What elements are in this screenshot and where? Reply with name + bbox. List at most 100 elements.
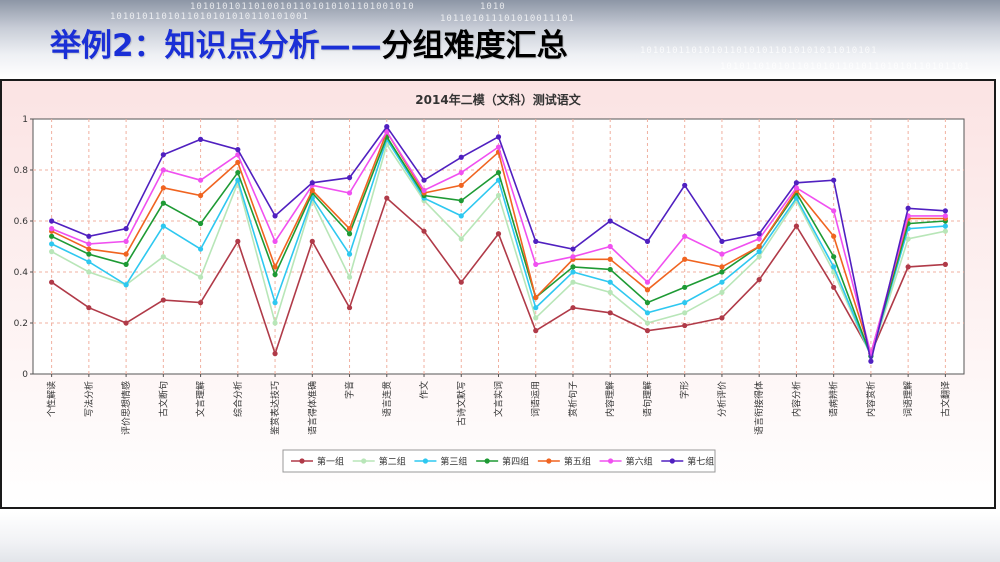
data-point: [160, 200, 166, 206]
legend-label: 第五组: [564, 456, 591, 468]
legend-item: 第四组: [476, 456, 529, 468]
data-point: [570, 279, 576, 285]
data-point: [607, 289, 613, 295]
data-point: [160, 152, 166, 158]
legend-item: 第五组: [537, 456, 591, 468]
x-tick-label: 内容赏析: [865, 381, 877, 417]
data-point: [197, 300, 204, 306]
data-point: [272, 320, 278, 326]
data-point: [756, 243, 762, 250]
data-point: [123, 282, 129, 288]
data-point: [905, 205, 911, 211]
binary-decoration: 1010101101010110101011010101011010101: [640, 46, 878, 56]
data-point: [682, 322, 688, 329]
x-tick-label: 文言实词: [493, 381, 505, 417]
data-point: [49, 241, 55, 247]
data-point: [235, 169, 241, 176]
data-point: [533, 261, 539, 267]
data-point: [346, 190, 353, 196]
data-point: [86, 269, 92, 275]
data-point: [235, 159, 241, 165]
data-point: [160, 297, 166, 303]
data-point: [682, 310, 688, 316]
y-tick-label: 0.4: [14, 268, 29, 278]
data-point: [607, 310, 613, 316]
data-point: [272, 213, 278, 219]
legend-label: 第三组: [440, 456, 467, 468]
header-band: 10101010110100101101010101101001010 1010…: [0, 0, 1000, 78]
data-point: [868, 358, 874, 364]
x-tick-label: 内容理解: [604, 381, 616, 417]
data-point: [235, 238, 241, 244]
data-point: [346, 175, 353, 181]
data-point: [533, 315, 539, 321]
y-tick-label: 0.6: [14, 217, 29, 227]
data-point: [49, 218, 55, 224]
data-point: [607, 243, 613, 250]
x-tick-label: 写法分析: [83, 381, 95, 417]
data-point: [86, 305, 92, 311]
data-point: [719, 279, 725, 285]
data-point: [197, 220, 204, 227]
data-point: [86, 246, 92, 252]
data-point: [160, 223, 166, 229]
data-point: [831, 208, 837, 214]
legend: 第一组 第二组 第三组 第四组 第五组 第六组 第七组: [282, 449, 716, 473]
legend-swatch-dot: [669, 458, 675, 464]
data-point: [719, 264, 725, 270]
data-point: [719, 315, 725, 321]
data-point: [197, 246, 204, 252]
x-tick-label: 作文: [418, 381, 430, 399]
data-point: [346, 231, 353, 237]
data-point: [272, 351, 278, 357]
chart-area: 2014年二模（文科）测试语文 0 0.2 0.4 0.6 0.8 1 个性解读 写法分析 评…: [2, 81, 994, 507]
footer-band: [0, 512, 1000, 562]
data-point: [756, 236, 762, 242]
data-point: [160, 254, 166, 260]
data-point: [495, 231, 502, 237]
data-point: [570, 269, 576, 275]
data-point: [272, 300, 278, 306]
data-point: [942, 261, 948, 267]
data-point: [49, 226, 55, 232]
data-point: [235, 177, 241, 183]
legend-swatch-dot: [484, 458, 490, 464]
data-point: [644, 279, 651, 285]
data-point: [495, 134, 502, 140]
data-point: [309, 238, 315, 244]
x-tick-label: 古诗文默写: [455, 381, 467, 426]
legend-item: 第一组: [291, 456, 344, 468]
data-point: [458, 213, 464, 219]
data-point: [942, 208, 948, 214]
x-tick-label: 语句理解: [641, 381, 653, 417]
data-point: [831, 177, 837, 183]
data-point: [905, 264, 911, 270]
data-point: [607, 218, 613, 224]
x-tick-label: 赏析句子: [567, 381, 579, 417]
data-point: [682, 233, 688, 239]
data-point: [644, 320, 651, 326]
x-tick-label: 字音: [344, 381, 356, 399]
data-point: [197, 192, 204, 199]
data-point: [682, 182, 688, 188]
data-point: [793, 185, 800, 191]
data-point: [86, 241, 92, 247]
data-point: [682, 284, 688, 290]
data-point: [421, 228, 427, 234]
legend-item: 第二组: [352, 456, 406, 468]
data-point: [346, 251, 353, 257]
data-point: [384, 124, 390, 130]
data-point: [570, 246, 576, 252]
data-point: [86, 259, 92, 265]
legend-label: 第四组: [502, 456, 529, 468]
data-point: [942, 223, 948, 229]
series-7: [49, 124, 948, 364]
x-tick-label: 文言理解: [195, 381, 207, 417]
data-point: [197, 274, 204, 280]
data-point: [346, 274, 353, 280]
legend-label: 第六组: [626, 456, 653, 468]
data-point: [831, 264, 837, 270]
series-4: [49, 134, 948, 359]
data-point: [793, 180, 800, 186]
data-point: [458, 154, 464, 160]
